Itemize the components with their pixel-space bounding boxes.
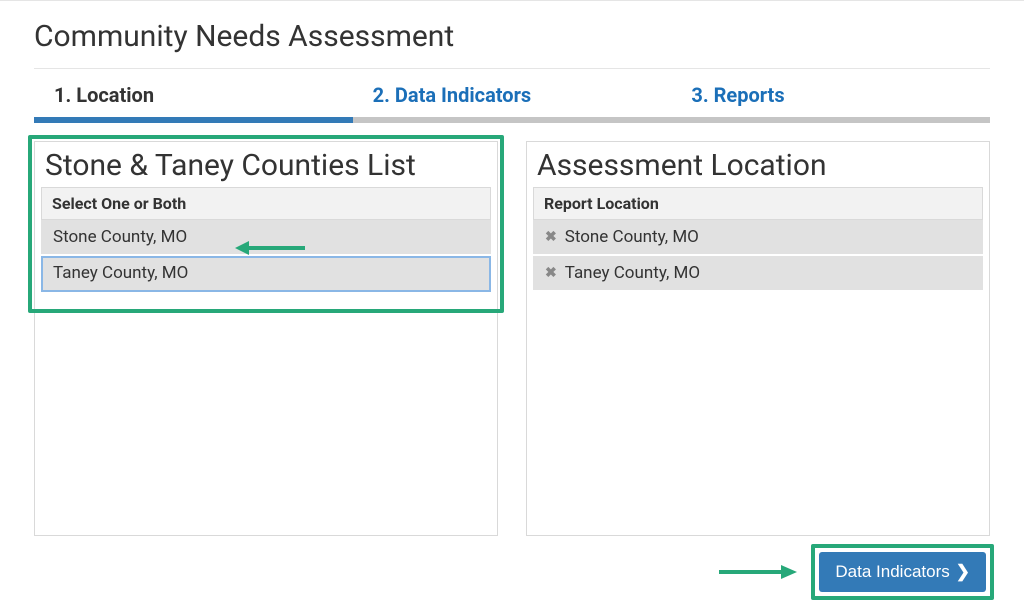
county-row-label: Taney County, MO [53, 263, 188, 283]
remove-taney-icon[interactable]: ✖ [545, 265, 557, 281]
data-indicators-button[interactable]: Data Indicators ❯ [819, 552, 986, 592]
assessment-panel-title: Assessment Location [527, 142, 989, 187]
footer-row: Data Indicators ❯ [34, 548, 990, 596]
county-row-stone[interactable]: Stone County, MO [41, 220, 491, 256]
counties-panel-subhead: Select One or Both [41, 187, 491, 220]
arrow-to-cta-icon [719, 562, 797, 582]
report-row-stone[interactable]: ✖ Stone County, MO [533, 220, 983, 256]
cta-label: Data Indicators [835, 562, 949, 582]
page-title: Community Needs Assessment [34, 1, 990, 68]
step-data-indicators[interactable]: 2. Data Indicators [353, 69, 672, 123]
assessment-panel: Assessment Location Report Location ✖ St… [526, 141, 990, 536]
chevron-right-icon: ❯ [956, 562, 970, 582]
report-row-taney[interactable]: ✖ Taney County, MO [533, 256, 983, 292]
step-nav: 1. Location 2. Data Indicators 3. Report… [34, 68, 990, 123]
counties-panel-title: Stone & Taney Counties List [35, 142, 497, 187]
county-row-taney[interactable]: Taney County, MO [41, 256, 491, 292]
report-row-label: Stone County, MO [565, 227, 699, 247]
step-reports[interactable]: 3. Reports [671, 69, 990, 123]
county-row-label: Stone County, MO [53, 227, 187, 247]
step-location[interactable]: 1. Location [34, 69, 353, 123]
report-location-list: ✖ Stone County, MO ✖ Taney County, MO [533, 220, 983, 292]
counties-panel: Stone & Taney Counties List Select One o… [34, 141, 498, 536]
report-row-label: Taney County, MO [565, 263, 700, 283]
cta-wrap: Data Indicators ❯ [815, 548, 990, 596]
assessment-panel-subhead: Report Location [533, 187, 983, 220]
counties-list: Stone County, MO Taney County, MO [41, 220, 491, 292]
remove-stone-icon[interactable]: ✖ [545, 229, 557, 245]
panels: Stone & Taney Counties List Select One o… [34, 141, 990, 536]
